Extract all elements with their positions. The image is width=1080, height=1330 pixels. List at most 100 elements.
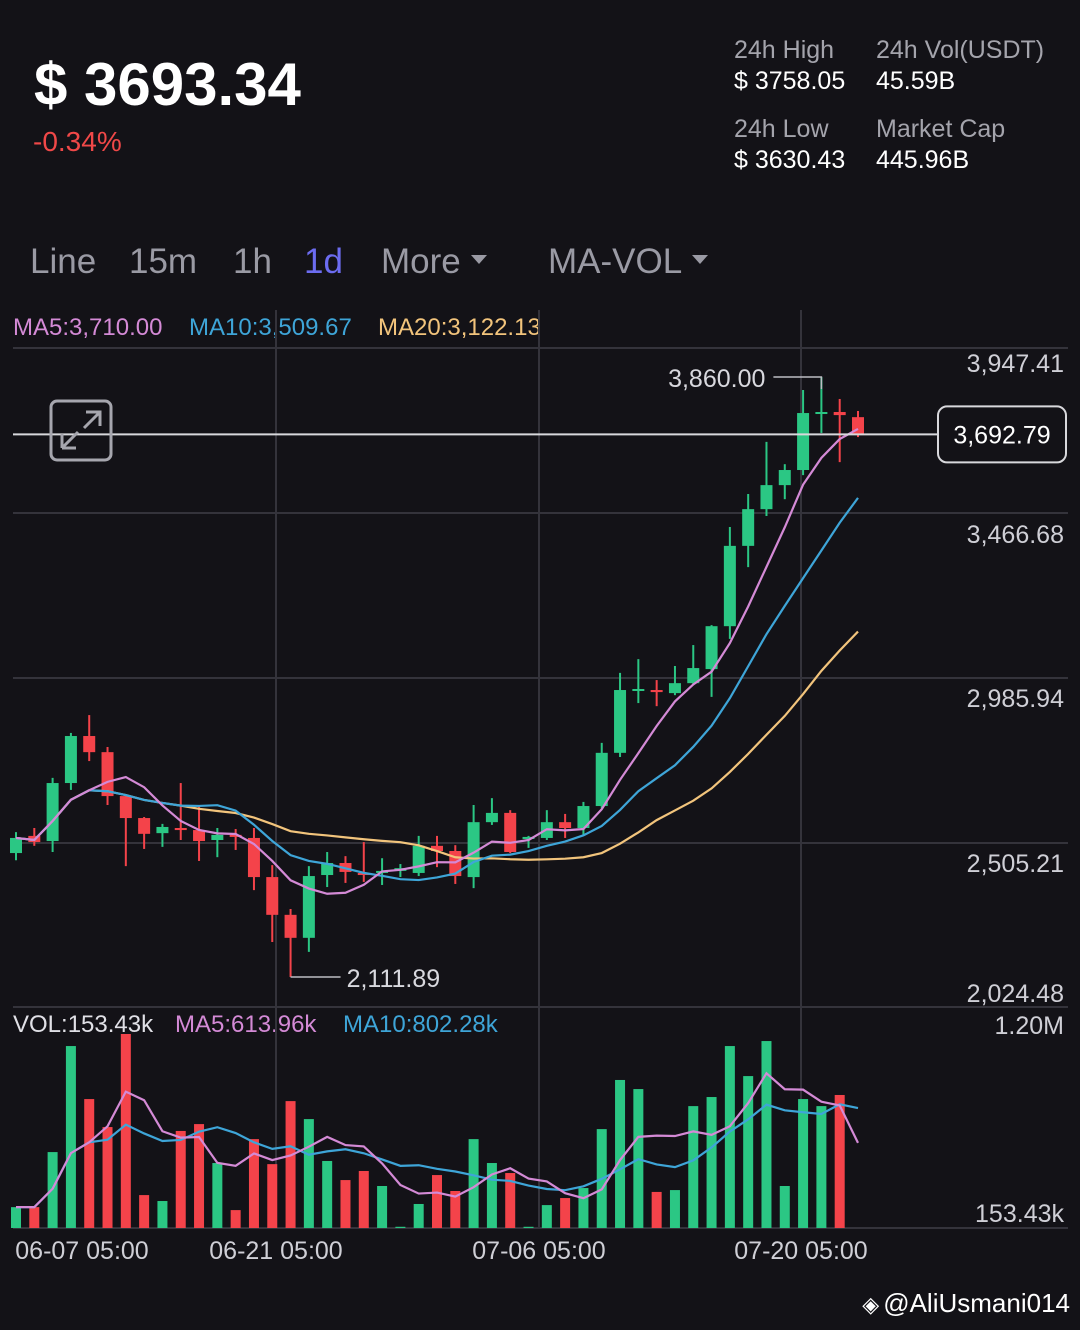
high-marker-line — [773, 376, 823, 390]
candle — [101, 746, 114, 806]
volume-bar — [651, 1191, 662, 1228]
ma10-legend: MA10:3,509.67 — [189, 314, 352, 341]
volume-bar — [798, 1099, 809, 1228]
volume-bar — [688, 1106, 699, 1228]
watermark: ◈ @AliUsmani014 — [862, 1288, 1070, 1319]
candle — [797, 390, 810, 476]
volume-bar — [194, 1124, 205, 1228]
candle-body — [595, 752, 608, 807]
candle-body — [797, 413, 810, 471]
volume-bar — [706, 1097, 717, 1228]
candle — [705, 625, 718, 697]
ma5-legend: MA5:3,710.00 — [13, 314, 163, 341]
expand-icon[interactable] — [49, 399, 113, 462]
volume-bar — [395, 1226, 406, 1228]
stat-24h-vol-label: 24h Vol(USDT) — [876, 36, 1045, 64]
price-axis-label: 2,505.21 — [967, 850, 1064, 878]
volume-bar — [432, 1175, 442, 1228]
volume-bar — [340, 1180, 351, 1228]
candle-body — [687, 668, 700, 684]
tab-1h[interactable]: 1h — [233, 242, 272, 281]
volume-bar — [29, 1207, 40, 1228]
candle — [321, 852, 334, 888]
candle — [485, 798, 498, 825]
candle-body — [302, 876, 315, 938]
volume-bar — [486, 1163, 497, 1228]
candle-body — [156, 826, 169, 834]
volume-bar — [779, 1186, 790, 1228]
volume-bar — [322, 1160, 333, 1228]
x-axis-label: 06-21 05:00 — [209, 1237, 342, 1265]
volume-ma5-legend: MA5:613.96k — [175, 1011, 317, 1038]
candle-body — [284, 914, 297, 938]
volume-bar — [468, 1139, 479, 1228]
candle — [357, 842, 370, 882]
volume-ma5-line — [16, 1071, 859, 1209]
candle-body — [742, 509, 755, 546]
candle — [778, 464, 791, 500]
tab-1d[interactable]: 1d — [304, 242, 343, 281]
tab-line[interactable]: Line — [30, 242, 97, 281]
volume-bar — [139, 1195, 150, 1228]
current-price-label: 3,692.79 — [953, 421, 1050, 449]
candle-body — [632, 688, 645, 691]
volume-bar — [267, 1164, 278, 1228]
stat-24h-high-value: $ 3758.05 — [734, 67, 846, 95]
candle — [138, 817, 151, 849]
volume-bars — [11, 1034, 845, 1228]
candle — [668, 665, 681, 696]
annotations: 3,860.00 2,111.89 — [290, 365, 823, 993]
tab-more[interactable]: More — [381, 242, 487, 282]
candle-body — [668, 683, 681, 694]
volume-bar — [578, 1188, 589, 1228]
candle-body — [357, 872, 370, 876]
x-axis-label: 07-06 05:00 — [472, 1237, 605, 1265]
candle — [119, 795, 132, 867]
candle — [229, 829, 242, 850]
watermark-text: @AliUsmani014 — [883, 1288, 1070, 1318]
x-axis-label: 06-07 05:00 — [15, 1237, 148, 1265]
candle — [156, 823, 169, 847]
candle — [193, 806, 206, 861]
volume-bar — [212, 1163, 223, 1228]
volume-bar — [724, 1046, 735, 1228]
volume-ma10-legend: MA10:802.28k — [343, 1011, 498, 1038]
candle-body — [577, 806, 590, 829]
candle-body — [833, 412, 846, 416]
candle — [10, 832, 22, 861]
candle — [64, 732, 77, 790]
candle — [522, 835, 535, 848]
candle-body — [650, 690, 663, 693]
tab-15m[interactable]: 15m — [129, 242, 198, 281]
candle — [687, 645, 700, 685]
candle — [46, 777, 59, 853]
volume-axis-label: 153.43k — [975, 1200, 1064, 1228]
volume-bar — [84, 1099, 95, 1228]
candle-body — [760, 485, 773, 510]
candle — [266, 865, 279, 942]
candle-body — [101, 752, 114, 797]
candle-body — [10, 837, 22, 854]
caret-down-icon — [692, 255, 709, 265]
candle — [449, 845, 462, 884]
candle-body — [504, 812, 517, 853]
price-axis-label: 2,985.94 — [967, 685, 1064, 713]
binance-logo-icon: ◈ — [862, 1292, 880, 1317]
stat-market-cap-label: Market Cap — [876, 115, 1006, 143]
candle — [595, 742, 608, 809]
indicator-select[interactable]: MA-VOL — [548, 242, 709, 282]
price-change-percent: -0.34% — [33, 126, 122, 157]
last-price: $ 3693.34 — [34, 51, 301, 118]
volume-bar — [120, 1034, 131, 1228]
candle-body — [778, 470, 791, 486]
stat-24h-low-label: 24h Low — [734, 115, 829, 143]
volume-legend: VOL:153.43k — [13, 1011, 154, 1038]
candle — [614, 672, 627, 757]
candle — [302, 866, 315, 952]
volume-bar — [65, 1046, 76, 1228]
volume-bar — [615, 1079, 626, 1228]
volume-bar — [523, 1226, 534, 1228]
price-axis-label: 3,947.41 — [967, 350, 1064, 378]
candle-body — [83, 736, 96, 753]
